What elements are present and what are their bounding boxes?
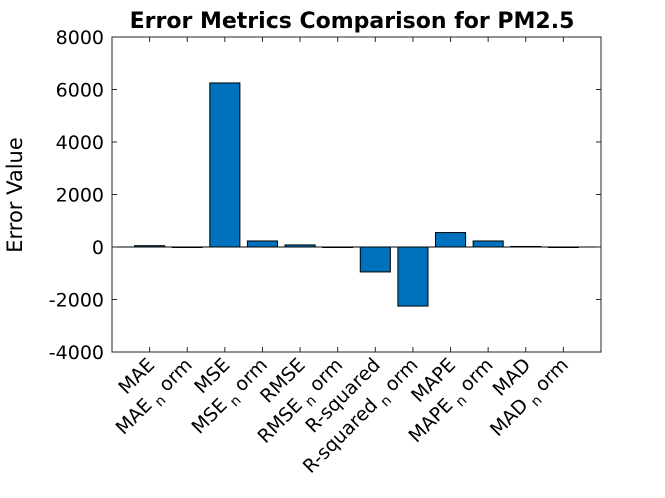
y-tick-label: 8000 (56, 27, 104, 49)
bars-group (134, 82, 579, 307)
y-tick-label: 4000 (56, 132, 104, 154)
bar (397, 246, 429, 307)
plot-area (112, 37, 601, 352)
y-tick-label: 0 (92, 237, 104, 259)
bar (434, 232, 467, 248)
x-tick-label: MAE (114, 354, 159, 399)
y-tick-label: 6000 (56, 80, 104, 102)
bar (472, 240, 504, 248)
y-axis-ticks: -4000 -2000 0 2000 4000 6000 8000 (49, 27, 601, 364)
y-axis-label: Error Value (3, 137, 27, 253)
bar (246, 240, 279, 248)
y-tick-label: -4000 (49, 342, 104, 364)
y-tick-label: -2000 (49, 290, 104, 312)
bar (209, 82, 241, 248)
x-tick-label: MSE (190, 354, 234, 398)
chart-title: Error Metrics Comparison for PM2.5 (130, 9, 575, 34)
x-tick-label: MAD (489, 354, 536, 401)
y-tick-label: 2000 (56, 185, 104, 207)
bar (359, 246, 391, 273)
